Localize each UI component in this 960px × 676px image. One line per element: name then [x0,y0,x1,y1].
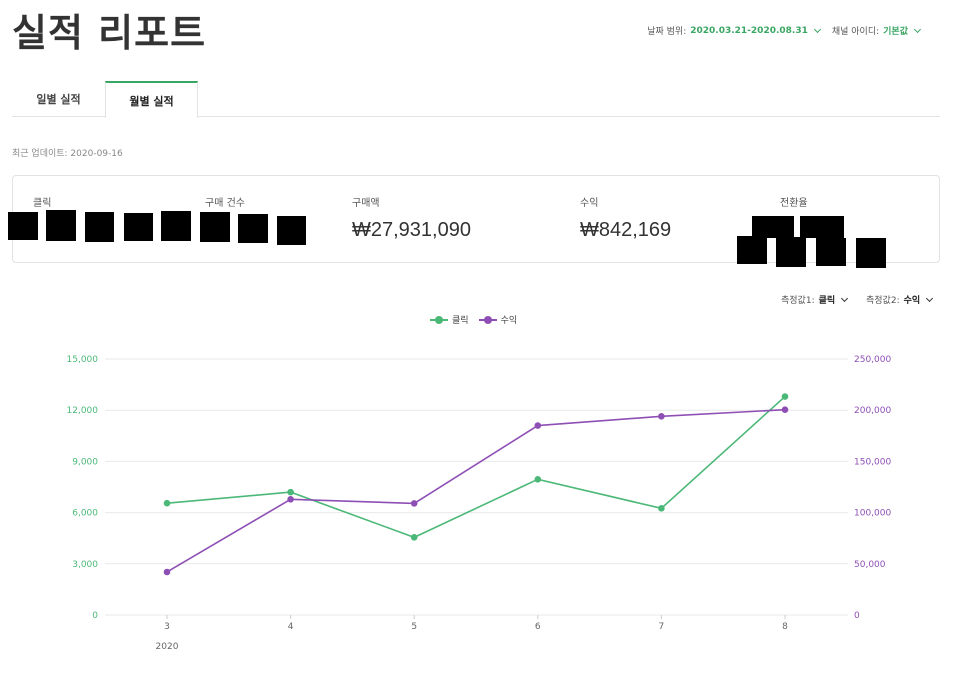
date-range-dropdown[interactable]: 날짜 범위: 2020.03.21-2020.08.31 [647,24,821,37]
y-left-tick-label: 3,000 [72,560,98,570]
kpi-purchases-label: 구매 건수 [205,198,245,209]
tab-monthly[interactable]: 월별 실적 [105,81,198,118]
x-tick-label: 3 [164,622,170,632]
x-tick-label: 4 [288,622,294,632]
measure-1-label: 측정값1: [781,296,815,306]
y-right-tick-label: 250,000 [854,355,891,365]
last-updated: 최근 업데이트: 2020-09-16 [12,149,123,159]
kpi-purchase-amount-label: 구매액 [352,198,380,209]
series-line-revenue [166,408,786,573]
x-tick-label: 5 [411,622,417,632]
kpi-purchase-amount: 구매액 ₩27,931,090 [352,194,471,242]
measure-1-value: 클릭 [818,296,836,306]
kpi-clicks: 클릭 [33,194,51,219]
kpi-clicks-label: 클릭 [33,198,52,209]
kpi-conversion: 전환율 [780,194,808,219]
y-left-tick-label: 15,000 [67,355,99,365]
channel-id-label: 채널 아이디: [831,27,880,37]
x-year-label: 2020 [156,642,179,652]
data-point-revenue [534,422,542,429]
legend-item-revenue[interactable]: 수익 [478,313,518,326]
tab-daily[interactable]: 일별 실적 [36,93,81,106]
x-tick-label: 8 [782,622,788,632]
data-point-revenue [163,568,171,576]
data-point-revenue [781,406,789,413]
measure-1-dropdown[interactable]: 측정값1: 클릭 [781,293,849,306]
chart-legend: 클릭 수익 [430,313,527,326]
report-tabs: 일별 실적 월별 실적 [12,81,940,118]
data-point-clicks [781,393,789,400]
legend-label-revenue: 수익 [500,316,518,326]
measure-2-label: 측정값2: [866,296,900,306]
kpi-revenue-value: ₩842,169 [580,219,672,241]
kpi-conversion-label: 전환율 [780,198,808,209]
line-chart: 0 0 3,000 50,000 6,000 100,000 9,000 150,000 12,… [67,355,892,652]
y-right-tick-label: 100,000 [854,509,891,519]
chevron-down-icon [913,25,922,33]
data-point-revenue [287,495,294,503]
kpi-revenue-label: 수익 [580,198,599,209]
data-point-clicks [163,499,171,507]
channel-id-dropdown[interactable]: 채널 아이디: 기본값 [831,24,922,37]
chevron-down-icon [926,294,934,302]
y-left-tick-label: 6,000 [72,509,98,519]
chevron-down-icon [813,25,821,33]
data-point-clicks [287,488,294,496]
y-right-tick-label: 50,000 [854,560,886,570]
x-tick-label: 7 [659,622,665,632]
y-right-tick-label: 0 [854,611,860,621]
kpi-purchase-amount-value: ₩27,931,090 [352,219,471,241]
y-left-tick-label: 12,000 [67,406,99,416]
legend-swatch-revenue [478,315,497,325]
y-right-tick-label: 200,000 [854,406,891,416]
kpi-revenue: 수익 ₩842,169 [580,194,671,242]
data-point-clicks [658,505,665,512]
data-point-revenue [658,413,665,420]
series-line-clicks [166,395,786,539]
measure-2-value: 수익 [903,296,921,306]
report-filters: 날짜 범위: 2020.03.21-2020.08.31 채널 아이디: 기본값 [635,24,922,37]
measure-2-dropdown[interactable]: 측정값2: 수익 [866,293,934,306]
chevron-down-icon [841,294,849,302]
x-tick-label: 6 [535,622,541,632]
y-right-tick-label: 150,000 [854,457,891,467]
y-left-tick-label: 0 [92,611,98,621]
date-range-value: 2020.03.21-2020.08.31 [690,25,808,36]
legend-swatch-clicks [430,315,448,325]
date-range-label: 날짜 범위: [647,27,687,37]
kpi-purchases: 구매 건수 [205,194,245,219]
data-point-clicks [410,534,418,541]
legend-label-clicks: 클릭 [452,316,469,326]
legend-item-clicks[interactable]: 클릭 [430,313,469,326]
kpi-summary-card: 클릭 구매 건수 구매액 ₩27,931,090 수익 ₩842,169 전환율 [12,175,940,263]
data-point-revenue [410,500,418,507]
page-title: 실적 리포트 [12,11,207,55]
data-point-clicks [534,476,542,483]
channel-id-value: 기본값 [883,27,908,37]
y-left-tick-label: 9,000 [72,457,98,467]
